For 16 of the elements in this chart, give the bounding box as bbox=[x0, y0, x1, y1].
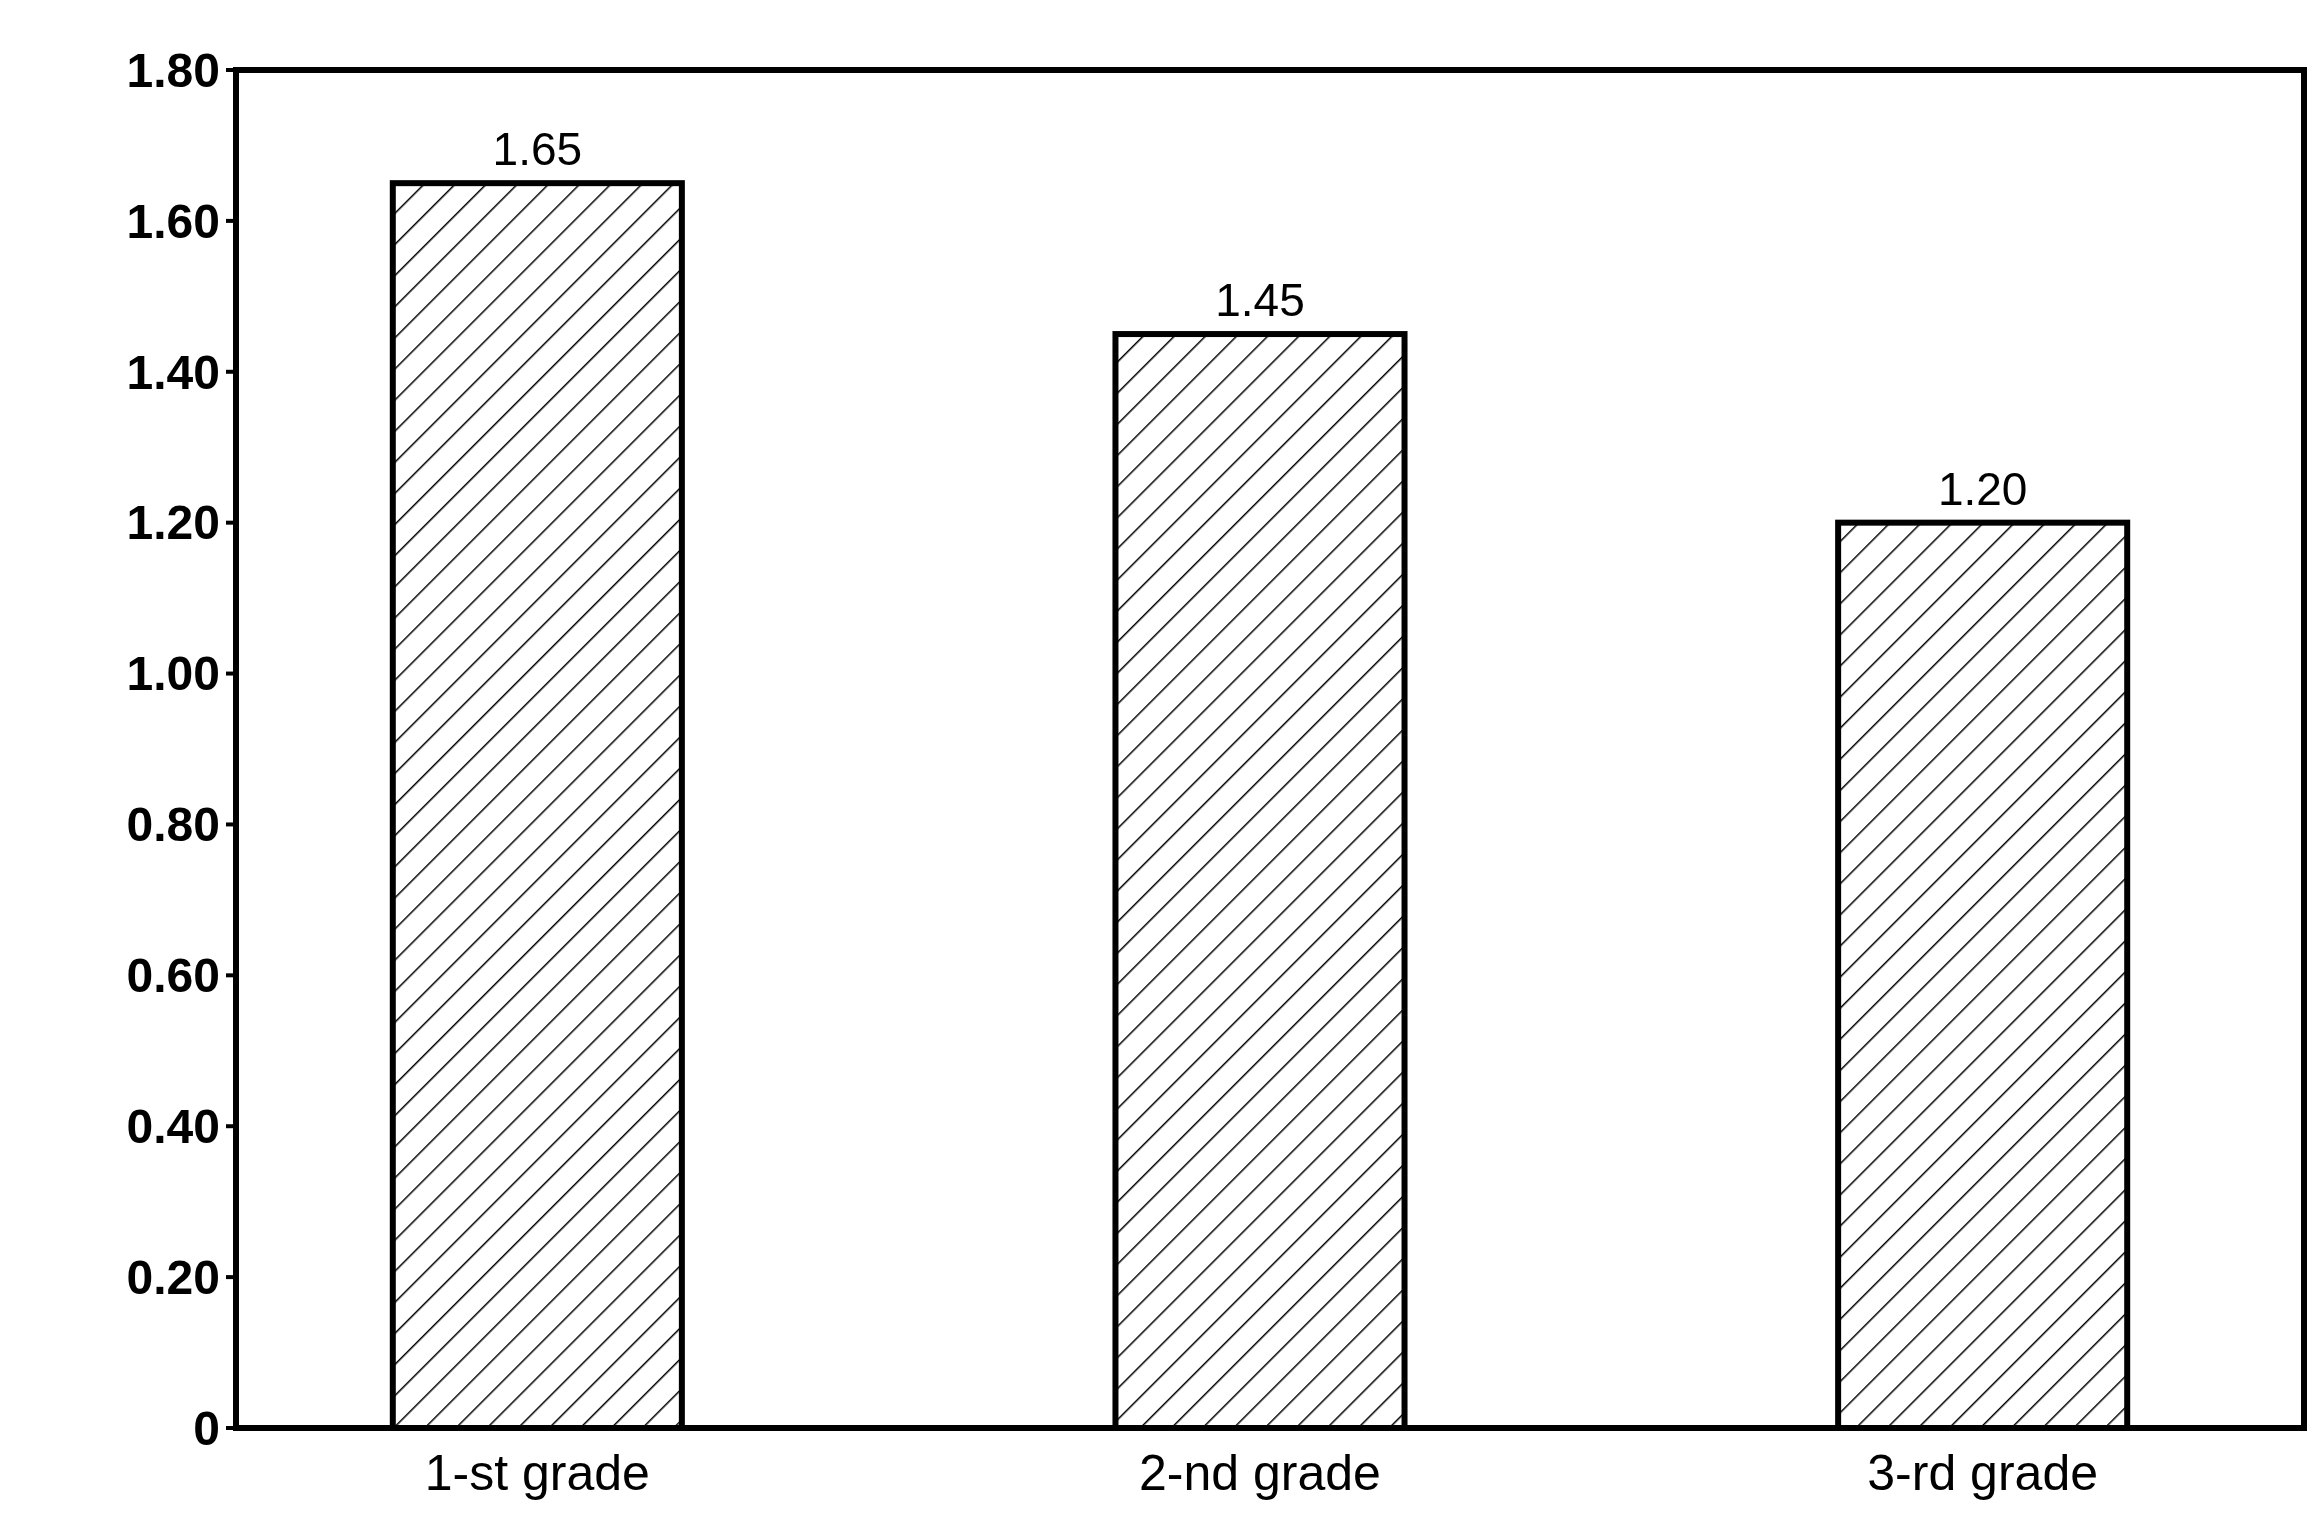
y-tick-label: 1.40 bbox=[126, 345, 220, 399]
data-label: 1.20 bbox=[1937, 462, 2028, 515]
y-tick-label: 1.00 bbox=[126, 647, 220, 701]
data-label: 1.45 bbox=[1215, 274, 1305, 327]
y-tick-label: 0.40 bbox=[126, 1100, 220, 1154]
data-label: 1.65 bbox=[492, 123, 583, 176]
x-tick-label: 3-rd grade bbox=[1867, 1445, 2099, 1501]
y-tick-label: 1.20 bbox=[126, 496, 220, 550]
y-tick-label: 0.80 bbox=[126, 798, 220, 852]
y-tick-label: 1.60 bbox=[126, 194, 220, 248]
x-tick-label: 2-nd grade bbox=[1139, 1445, 1381, 1501]
y-tick-label: 1.80 bbox=[126, 43, 220, 97]
y-tick-label: 0.20 bbox=[126, 1250, 220, 1304]
y-tick-label: 0 bbox=[193, 1401, 220, 1455]
x-tick-label: 1-st grade bbox=[424, 1445, 650, 1501]
y-tick-label: 0.60 bbox=[126, 949, 220, 1003]
